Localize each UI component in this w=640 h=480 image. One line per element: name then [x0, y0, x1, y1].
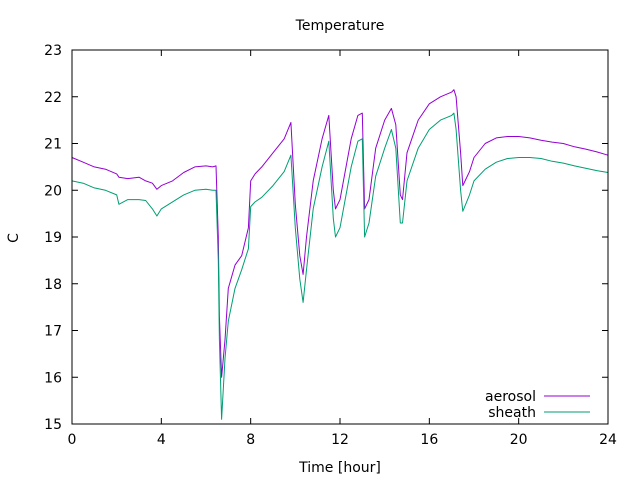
series-line-aerosol: [71, 89, 609, 378]
y-axis-title: C: [6, 233, 22, 243]
x-tick-label: 8: [246, 432, 255, 448]
y-tick-label: 20: [44, 183, 62, 199]
x-tick-label: 0: [68, 432, 77, 448]
plot-area: [71, 89, 609, 420]
y-tick-label: 16: [44, 370, 62, 386]
y-tick-label: 21: [44, 137, 62, 153]
y-tick-label: 23: [44, 43, 62, 59]
chart-title: Temperature: [295, 18, 385, 34]
y-tick-label: 18: [44, 277, 62, 293]
axis-tick-labels: 0 4 8 12 16 20 24 15 16 17 18 19 20 21 22 23: [44, 43, 617, 448]
legend-label-sheath: sheath: [488, 405, 536, 421]
x-tick-label: 24: [599, 432, 617, 448]
x-tick-label: 4: [157, 432, 166, 448]
y-tick-label: 22: [44, 90, 62, 106]
y-tick-label: 19: [44, 230, 62, 246]
x-tick-label: 20: [510, 432, 528, 448]
x-tick-label: 16: [420, 432, 438, 448]
legend-label-aerosol: aerosol: [485, 389, 536, 405]
x-tick-label: 12: [331, 432, 349, 448]
plot-frame: [71, 49, 609, 425]
x-axis-title: Time [hour]: [298, 460, 381, 476]
axis-ticks: [71, 49, 609, 425]
series-line-sheath: [71, 112, 609, 420]
y-tick-label: 15: [44, 417, 62, 433]
y-tick-label: 17: [44, 324, 62, 340]
